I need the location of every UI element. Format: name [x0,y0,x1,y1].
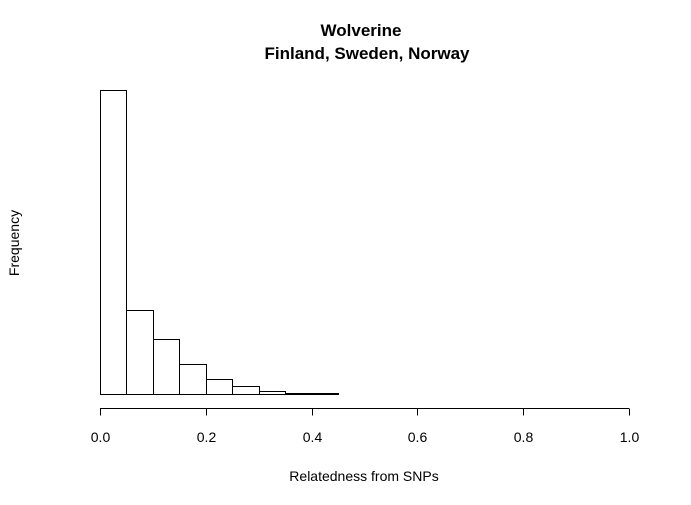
x-tick-label-3: 0.6 [408,429,428,445]
histogram-bar-6 [259,391,286,395]
x-tick-label-2: 0.4 [303,429,323,445]
chart-title-line-2: Finland, Sweden, Norway [265,44,471,63]
x-tick-label-1: 0.2 [197,429,217,445]
histogram-bar-1 [126,310,154,395]
x-tick-label-5: 1.0 [620,429,640,445]
histogram-bar-8 [312,393,339,395]
histogram-bar-3 [179,364,207,395]
histogram-bar-5 [232,386,260,395]
y-axis-label: Frequency [6,210,22,276]
x-axis: 0.0 0.2 0.4 0.6 0.8 1.0 [91,408,640,445]
chart-title: Wolverine Finland, Sweden, Norway [265,21,471,63]
x-axis-label: Relatedness from SNPs [289,468,438,484]
histogram-bar-2 [153,339,180,395]
histogram-bars [100,90,339,395]
x-tick-label-0: 0.0 [91,429,111,445]
histogram-bar-7 [285,393,313,395]
x-tick-label-4: 0.8 [514,429,534,445]
histogram-bar-0 [100,90,127,395]
chart-title-line-1: Wolverine [321,21,402,40]
x-axis-ticks: 0.0 0.2 0.4 0.6 0.8 1.0 [91,408,640,445]
histogram-bar-4 [206,379,233,395]
